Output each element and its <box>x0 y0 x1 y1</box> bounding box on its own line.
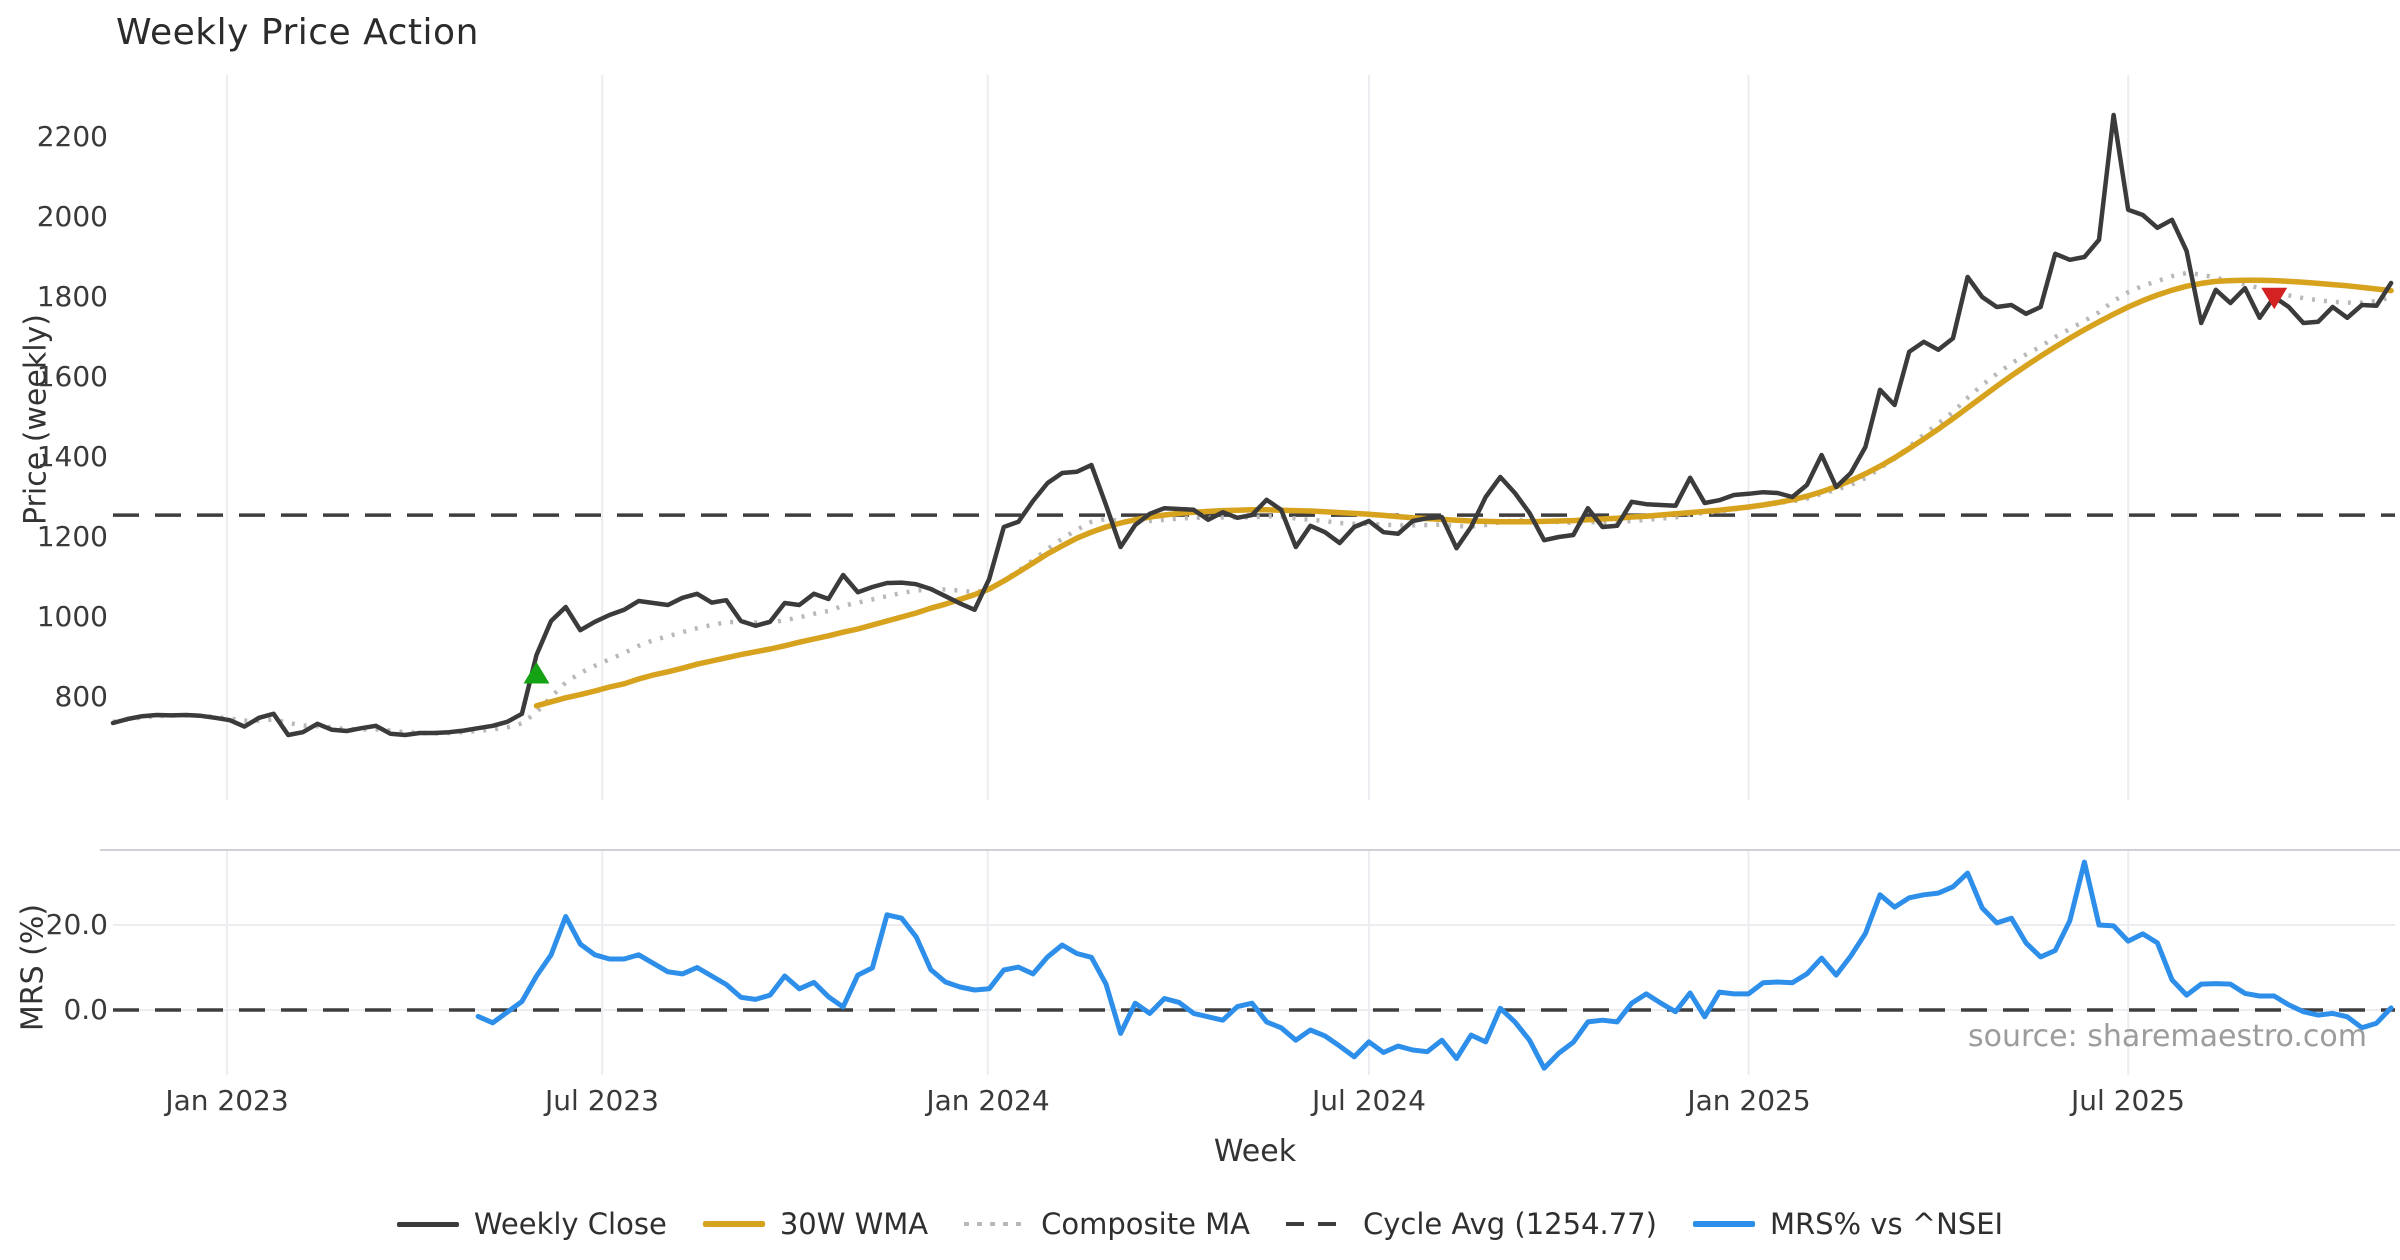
legend-item-mrs-vs-nsei: MRS% vs ^NSEI <box>1692 1207 2004 1241</box>
sell-signal-marker <box>2261 287 2288 310</box>
legend-label: MRS% vs ^NSEI <box>1769 1207 2004 1241</box>
price-ytick: 2000 <box>36 200 108 233</box>
legend-item-weekly-close: Weekly Close <box>396 1207 667 1241</box>
legend-label: 30W WMA <box>779 1207 929 1241</box>
mrs-axis-label: MRS (%) <box>15 903 51 1032</box>
series-weekly-close <box>110 112 2394 738</box>
x-tick: Jul 2024 <box>1312 1084 1426 1117</box>
legend-item-30w-wma: 30W WMA <box>702 1207 929 1241</box>
price-ytick: 800 <box>54 680 108 713</box>
legend-item-composite-ma: Composite MA <box>964 1207 1250 1241</box>
legend-swatch <box>702 1221 765 1227</box>
price-ytick: 1600 <box>36 360 108 393</box>
mrs-ytick: 20.0 <box>45 908 108 941</box>
mrs-ytick: 0.0 <box>63 993 108 1026</box>
source-note: source: sharemaestro.com <box>1968 1019 2367 1054</box>
legend-label: Weekly Close <box>473 1207 667 1241</box>
legend-swatch <box>1692 1221 1755 1227</box>
x-tick: Jul 2025 <box>2071 1084 2185 1117</box>
x-tick: Jan 2023 <box>165 1084 289 1117</box>
x-axis-title: Week <box>1213 1134 1297 1169</box>
legend-swatch <box>964 1222 1027 1226</box>
legend-swatch <box>396 1221 459 1227</box>
price-ytick: 1800 <box>36 280 108 313</box>
x-tick: Jul 2023 <box>545 1084 659 1117</box>
legend-swatch <box>1286 1222 1348 1226</box>
series-mrs-vs-nsei <box>475 859 2394 1071</box>
x-tick: Jan 2024 <box>926 1084 1050 1117</box>
series-composite-ma <box>112 270 2392 736</box>
legend-label: Composite MA <box>1041 1207 1250 1241</box>
price-axis-label: Price (weekly) <box>18 313 54 526</box>
buy-signal-marker <box>523 662 550 684</box>
series-30w-wma <box>533 277 2394 709</box>
price-ytick: 1000 <box>36 600 108 633</box>
page-title: Weekly Price Action <box>116 12 479 53</box>
legend-item-cycle-avg-1254-77-: Cycle Avg (1254.77) <box>1286 1207 1657 1241</box>
x-tick: Jan 2025 <box>1687 1084 1811 1117</box>
price-ytick: 1200 <box>36 520 108 553</box>
legend: Weekly Close 30W WMA Composite MA Cycle Avg… <box>0 1198 2400 1250</box>
legend-label: Cycle Avg (1254.77) <box>1363 1207 1657 1241</box>
price-ytick: 1400 <box>36 440 108 473</box>
price-ytick: 2200 <box>36 120 108 153</box>
